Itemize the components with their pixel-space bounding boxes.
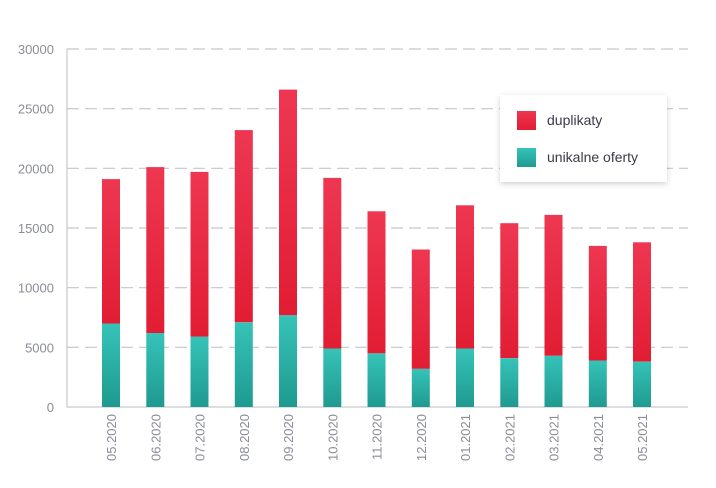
bar-segment-duplikaty-06.2020 — [146, 167, 165, 333]
bar-segment-unikalne-oferty-06.2020 — [146, 333, 165, 407]
bar-segment-duplikaty-05.2021 — [633, 242, 651, 362]
bar-segment-unikalne-oferty-11.2020 — [367, 353, 386, 407]
y-tick-label: 0 — [47, 400, 54, 415]
x-tick-label: 05.2020 — [104, 414, 119, 461]
bar-segment-unikalne-oferty-02.2021 — [500, 358, 519, 407]
x-axis-ticks: 05.2020 06.2020 07.2020 08.2020 09.2020 10.20… — [104, 414, 650, 461]
x-tick-label: 04.2021 — [591, 414, 606, 461]
bar-segment-unikalne-oferty-05.2020 — [102, 323, 120, 407]
bar-segment-duplikaty-04.2021 — [588, 245, 607, 361]
y-tick-label: 5000 — [25, 340, 54, 355]
bar-segment-unikalne-oferty-08.2020 — [234, 322, 253, 407]
x-tick-label: 10.2020 — [325, 414, 340, 461]
x-tick-label: 05.2021 — [635, 414, 650, 461]
bar-segment-duplikaty-03.2021 — [544, 214, 563, 356]
y-tick-label: 15000 — [18, 221, 54, 236]
x-tick-label: 08.2020 — [237, 414, 252, 461]
bar-segment-duplikaty-08.2020 — [234, 130, 253, 323]
bar-segment-unikalne-oferty-04.2021 — [588, 360, 607, 407]
x-tick-label: 03.2021 — [547, 414, 562, 461]
x-tick-label: 09.2020 — [281, 414, 296, 461]
x-tick-label: 02.2021 — [502, 414, 517, 461]
legend-swatch-duplikaty — [517, 111, 536, 130]
bar-segment-unikalne-oferty-10.2020 — [323, 348, 342, 407]
bar-segment-unikalne-oferty-09.2020 — [279, 315, 297, 407]
bar-segment-unikalne-oferty-12.2020 — [411, 368, 430, 407]
legend: duplikaty unikalne oferty — [500, 95, 667, 182]
bar-segment-duplikaty-10.2020 — [323, 177, 342, 349]
x-tick-label: 07.2020 — [193, 414, 208, 461]
bar-segment-duplikaty-07.2020 — [190, 171, 209, 337]
x-tick-label: 11.2020 — [370, 414, 385, 460]
x-tick-label: 06.2020 — [148, 414, 163, 461]
legend-label-duplikaty: duplikaty — [547, 112, 602, 128]
bar-segment-duplikaty-09.2020 — [279, 89, 297, 316]
y-tick-label: 20000 — [18, 161, 54, 176]
bar-segment-unikalne-oferty-01.2021 — [456, 348, 474, 407]
legend-swatch-unikalne-oferty — [517, 148, 536, 167]
y-tick-label: 10000 — [18, 281, 54, 296]
x-tick-label: 01.2021 — [458, 414, 473, 461]
bars — [102, 89, 651, 407]
bar-segment-unikalne-oferty-07.2020 — [190, 336, 209, 407]
legend-label-unikalne-oferty: unikalne oferty — [547, 149, 638, 165]
y-axis-ticks: 0 5000 10000 15000 20000 25000 30000 — [18, 42, 54, 415]
bar-segment-duplikaty-12.2020 — [411, 249, 430, 369]
y-tick-label: 25000 — [18, 102, 54, 117]
bar-segment-duplikaty-11.2020 — [367, 211, 386, 354]
bar-segment-unikalne-oferty-05.2021 — [633, 361, 651, 407]
bar-segment-duplikaty-02.2021 — [500, 223, 519, 358]
bar-segment-duplikaty-01.2021 — [456, 205, 474, 349]
bar-segment-duplikaty-05.2020 — [102, 179, 120, 324]
y-tick-label: 30000 — [18, 42, 54, 57]
x-tick-label: 12.2020 — [414, 414, 429, 461]
legend-box — [500, 95, 667, 182]
bar-segment-unikalne-oferty-03.2021 — [544, 355, 563, 407]
